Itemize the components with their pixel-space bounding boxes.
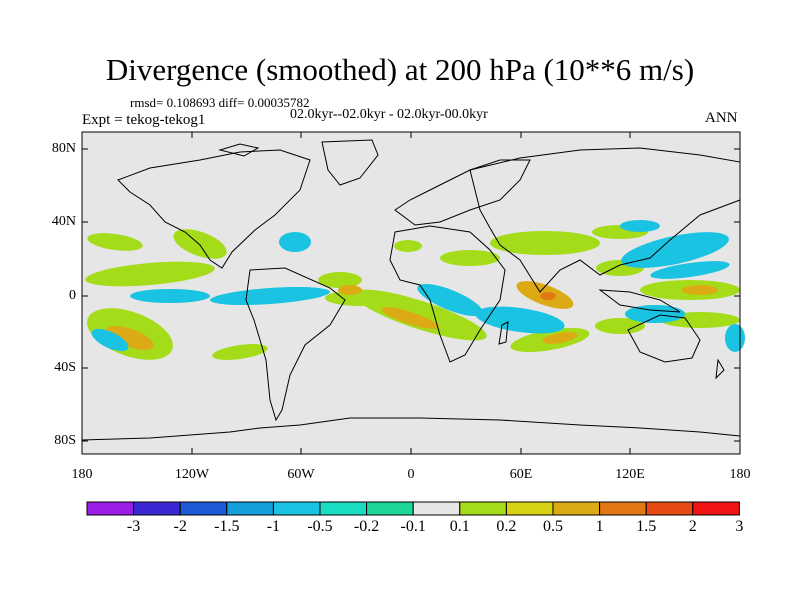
period-line: 02.0kyr--02.0kyr - 02.0kyr-00.0kyr [290, 107, 488, 122]
lon-label-120e: 120E [615, 467, 645, 482]
colorbar-label: 2 [688, 518, 697, 535]
colorbar-box [86, 501, 135, 516]
coastlines [81, 139, 741, 441]
colorbar-box [133, 501, 181, 516]
colorbar-box [226, 501, 274, 516]
colorbar-label: 0.1 [449, 518, 470, 535]
colorbar-label: -0.5 [307, 518, 333, 535]
lon-label-180w: 180 [71, 467, 93, 482]
colorbar-box [272, 501, 321, 516]
colorbar [86, 501, 740, 516]
lon-label-60e: 60E [509, 467, 533, 482]
colorbar-label: 3 [735, 518, 744, 535]
colorbar-label: -0.2 [353, 518, 380, 535]
lon-label-60w: 60W [287, 467, 315, 482]
lon-label-180e: 180 [729, 467, 751, 482]
colorbar-label: -0.1 [400, 518, 426, 535]
colorbar-box [319, 501, 368, 516]
colorbar-label: -3 [126, 518, 141, 535]
colorbar-label: 1 [595, 518, 604, 535]
lat-label-40n: 40N [51, 214, 76, 229]
colorbar-label: -1 [266, 518, 281, 535]
colorbar-box [645, 501, 694, 516]
axis-ticks [81, 132, 741, 454]
colorbar-box [505, 501, 554, 516]
lat-label-40s: 40S [54, 360, 76, 375]
colorbar-box [366, 501, 414, 516]
colorbar-label: 0.5 [543, 518, 563, 535]
colorbar-label: 1.5 [636, 518, 657, 535]
colorbar-label: -2 [173, 518, 187, 535]
map-title: Divergence (smoothed) at 200 hPa (10**6 … [105, 52, 695, 87]
colorbar-label: 0.2 [496, 518, 517, 535]
peak-positive-core [540, 292, 556, 300]
colorbar-box [692, 501, 740, 516]
stats-line: rmsd= 0.108693 diff= 0.00035782 [130, 95, 310, 110]
colorbar-box [552, 501, 601, 516]
colorbar-box [599, 501, 647, 516]
lon-label-120w: 120W [174, 467, 210, 482]
lat-label-0: 0 [69, 288, 76, 303]
colorbar-box [459, 501, 507, 516]
lon-label-0: 0 [407, 467, 415, 482]
season-label: ANN [705, 110, 738, 126]
colorbar-label: -1.5 [214, 518, 240, 535]
lat-label-80s: 80S [54, 433, 76, 448]
colorbar-box [412, 501, 461, 516]
experiment-label: Expt = tekog-tekog1 [82, 112, 206, 128]
lat-label-80n: 80N [51, 141, 76, 156]
colorbar-box [179, 501, 228, 516]
